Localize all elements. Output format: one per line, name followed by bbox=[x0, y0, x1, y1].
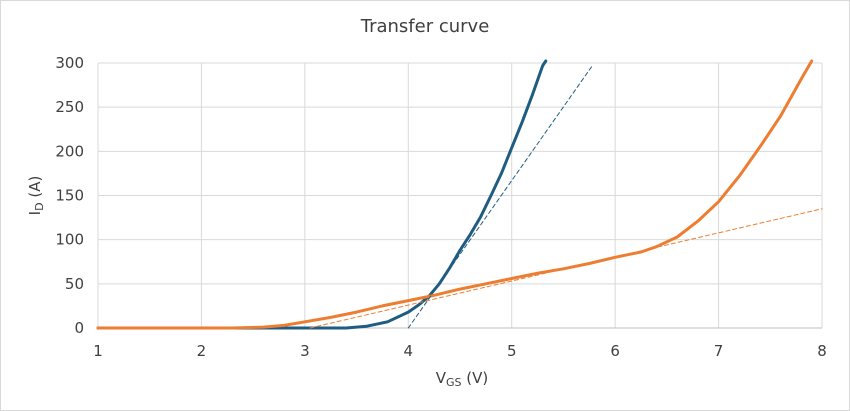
y-tick-label: 250 bbox=[55, 98, 84, 116]
grid bbox=[97, 62, 823, 329]
x-tick-label: 2 bbox=[197, 342, 207, 360]
x-tick-labels: 1 2 3 4 5 6 7 8 bbox=[93, 342, 827, 360]
tangent-line-2 bbox=[407, 65, 593, 329]
x-tick-label: 1 bbox=[93, 342, 103, 360]
x-tick-label: 8 bbox=[817, 342, 827, 360]
x-axis-label: VGS (V) bbox=[436, 369, 489, 389]
y-axis-label: ID (A) bbox=[26, 176, 46, 216]
x-tick-label: 7 bbox=[714, 342, 724, 360]
y-tick-label: 200 bbox=[55, 142, 84, 160]
y-tick-label: 300 bbox=[55, 54, 84, 72]
x-tick-label: 6 bbox=[610, 342, 620, 360]
tangent-line-3 bbox=[309, 208, 823, 329]
x-tick-label: 4 bbox=[404, 342, 414, 360]
series-lines bbox=[96, 59, 823, 330]
y-tick-label: 150 bbox=[55, 187, 84, 205]
y-tick-labels: 0 50 100 150 200 250 300 bbox=[55, 54, 84, 337]
series-line-1 bbox=[96, 59, 814, 330]
y-tick-label: 100 bbox=[55, 231, 84, 249]
chart-title: Transfer curve bbox=[360, 16, 490, 37]
series-line-0 bbox=[96, 59, 548, 330]
y-tick-label: 0 bbox=[74, 319, 84, 337]
x-tick-label: 3 bbox=[300, 342, 310, 360]
x-tick-label: 5 bbox=[507, 342, 517, 360]
y-tick-label: 50 bbox=[65, 275, 84, 293]
